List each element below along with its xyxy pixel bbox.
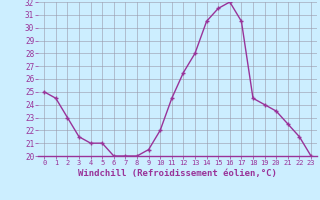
X-axis label: Windchill (Refroidissement éolien,°C): Windchill (Refroidissement éolien,°C)	[78, 169, 277, 178]
